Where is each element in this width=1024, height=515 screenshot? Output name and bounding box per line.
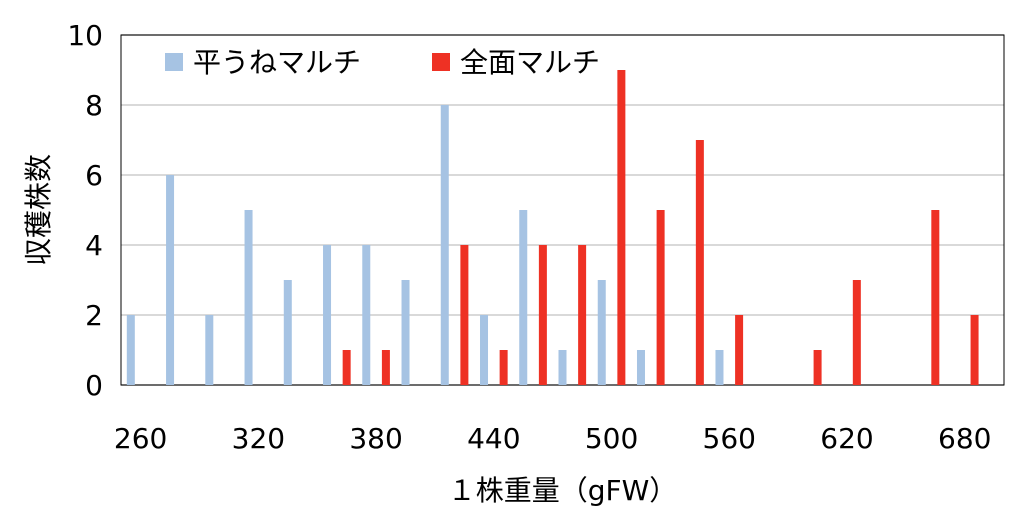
bar-zenmen-440 (499, 350, 508, 385)
bar-hiraune-460 (519, 210, 528, 385)
bar-hiraune-380 (362, 245, 371, 385)
legend-label-zenmen: 全面マルチ (460, 46, 600, 79)
y-tick-label: 8 (85, 89, 103, 122)
x-tick-label: 380 (349, 422, 402, 455)
bar-zenmen-680 (970, 315, 979, 385)
x-tick-label: 440 (467, 422, 520, 455)
y-tick-label: 2 (85, 299, 103, 332)
y-tick-label: 6 (85, 159, 103, 192)
bar-hiraune-400 (401, 280, 410, 385)
bar-hiraune-440 (480, 315, 489, 385)
bar-hiraune-280 (166, 175, 175, 385)
legend: 平うねマルチ 全面マルチ (165, 46, 600, 79)
x-tick-label: 320 (232, 422, 285, 455)
bar-hiraune-340 (283, 280, 292, 385)
bar-hiraune-560 (715, 350, 724, 385)
bar-zenmen-540 (695, 140, 704, 385)
bar-zenmen-460 (538, 245, 547, 385)
x-axis-title: １株重量（gFW） (448, 474, 678, 507)
bar-hiraune-360 (323, 245, 332, 385)
legend-label-hiraune: 平うねマルチ (193, 46, 361, 79)
bar-hiraune-480 (558, 350, 567, 385)
x-tick-label: 680 (938, 422, 991, 455)
x-tick-label: 560 (703, 422, 756, 455)
legend-swatch-hiraune (165, 53, 183, 71)
bar-group (126, 70, 979, 385)
gridlines (121, 34, 1004, 386)
y-tick-label: 10 (67, 19, 103, 52)
y-axis-title: 収穫株数 (22, 154, 55, 266)
bar-hiraune-300 (205, 315, 214, 385)
bar-hiraune-320 (244, 210, 253, 385)
bar-hiraune-500 (597, 280, 606, 385)
bar-zenmen-420 (460, 245, 469, 385)
bar-zenmen-600 (813, 350, 822, 385)
x-tick-label: 260 (114, 422, 167, 455)
plot-area-frame (120, 34, 1005, 386)
bar-zenmen-500 (617, 70, 626, 385)
bar-hiraune-260 (126, 315, 135, 385)
y-tick-label: 4 (85, 229, 103, 262)
y-tick-label: 0 (85, 369, 103, 402)
x-tick-label: 620 (820, 422, 873, 455)
bar-hiraune-420 (440, 105, 449, 385)
bar-zenmen-360 (342, 350, 351, 385)
bar-zenmen-660 (931, 210, 940, 385)
bar-zenmen-380 (381, 350, 390, 385)
bar-zenmen-520 (656, 210, 665, 385)
x-tick-label: 500 (585, 422, 638, 455)
y-axis-ticks: 0 2 4 6 8 10 (67, 19, 103, 402)
bar-zenmen-480 (578, 245, 587, 385)
bar-hiraune-520 (636, 350, 645, 385)
legend-swatch-zenmen (432, 53, 450, 71)
bar-zenmen-620 (852, 280, 861, 385)
x-axis-ticks: 260 320 380 440 500 560 620 680 (114, 422, 992, 455)
bar-zenmen-560 (735, 315, 744, 385)
